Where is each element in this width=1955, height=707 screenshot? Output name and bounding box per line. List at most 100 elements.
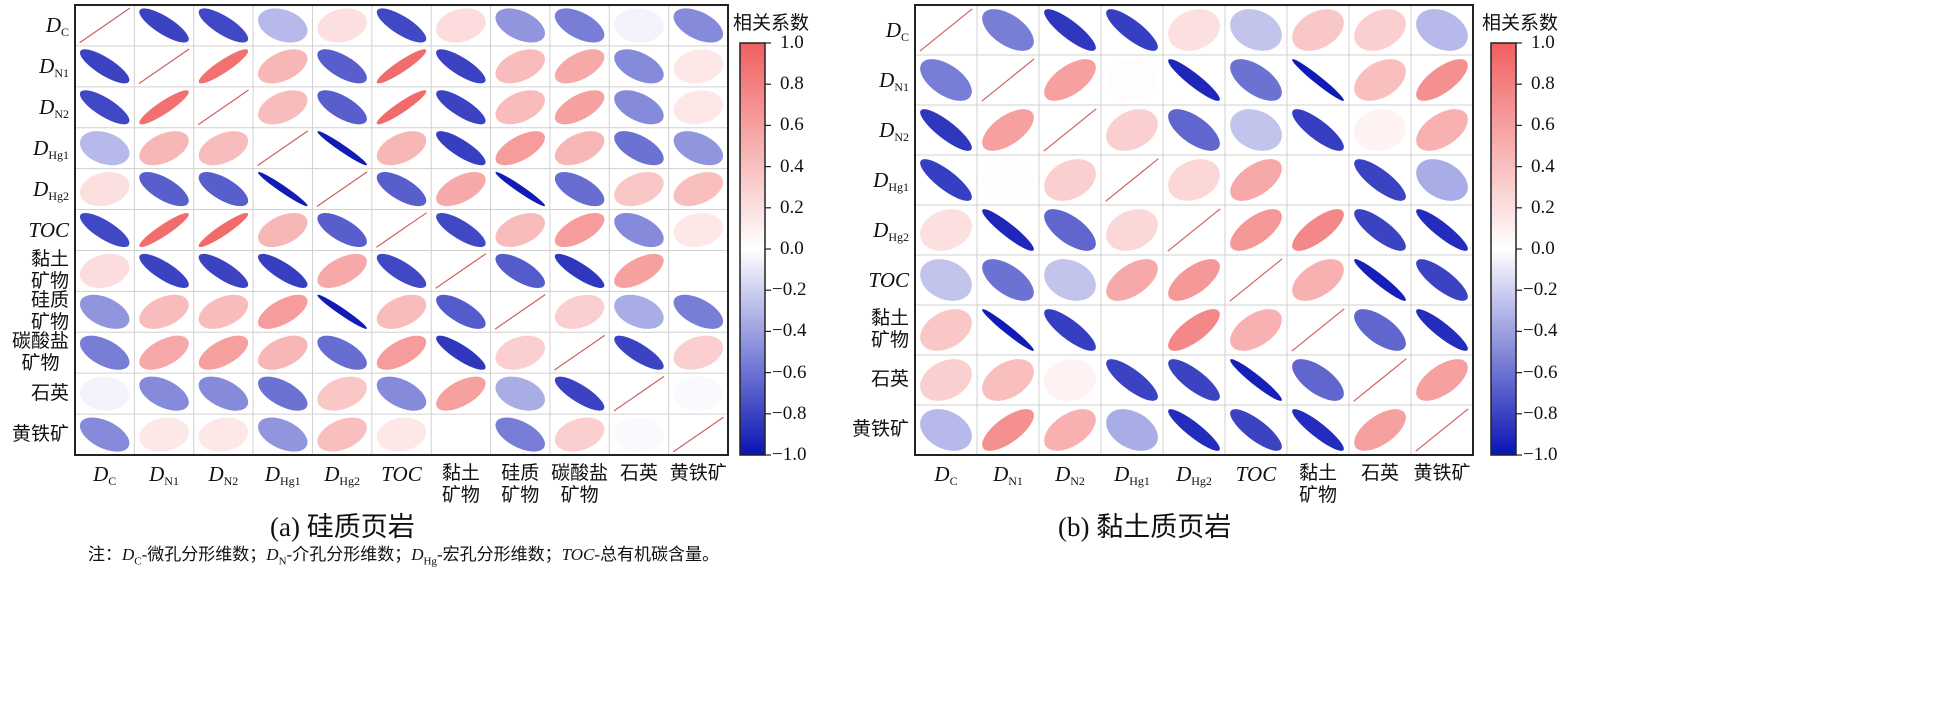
correlation-cell bbox=[495, 417, 545, 452]
correlation-cell bbox=[1230, 159, 1282, 201]
correlation-ellipse bbox=[317, 212, 367, 248]
correlation-ellipse bbox=[1168, 359, 1220, 401]
correlation-ellipse bbox=[79, 49, 130, 84]
correlation-cell bbox=[79, 417, 130, 452]
correlation-cell bbox=[1230, 309, 1282, 351]
colorbar-tick-label: −0.6 bbox=[772, 361, 807, 383]
correlation-cell bbox=[1292, 309, 1344, 351]
row-label: DHg2 bbox=[33, 177, 69, 204]
correlation-ellipse bbox=[1168, 59, 1220, 101]
correlation-ellipse bbox=[198, 253, 249, 288]
correlation-cell bbox=[376, 49, 427, 84]
row-label: 黄铁矿 bbox=[851, 419, 909, 440]
correlation-ellipse bbox=[139, 335, 189, 370]
correlation-cell bbox=[139, 376, 189, 411]
correlation-ellipse bbox=[139, 294, 189, 329]
correlation-ellipse bbox=[198, 417, 249, 452]
caption-a: (a) 硅质页岩 bbox=[270, 512, 415, 542]
correlation-ellipse bbox=[982, 109, 1034, 151]
correlation-ellipse bbox=[258, 172, 308, 207]
correlation-cell bbox=[1106, 309, 1158, 351]
correlation-cell bbox=[1292, 59, 1344, 101]
colorbar-tick-label: 0.6 bbox=[780, 114, 804, 136]
correlation-cell bbox=[495, 90, 545, 125]
correlation-cell bbox=[436, 8, 486, 43]
correlation-cell bbox=[139, 49, 189, 84]
correlation-cell bbox=[79, 335, 130, 370]
correlation-cell bbox=[1292, 259, 1344, 301]
correlation-ellipse bbox=[1044, 409, 1096, 451]
correlation-ellipse bbox=[614, 90, 664, 125]
correlation-cell bbox=[1354, 259, 1406, 301]
correlation-cell bbox=[376, 294, 427, 329]
correlation-cell bbox=[258, 253, 308, 288]
correlation-cell bbox=[198, 49, 249, 84]
correlation-ellipse bbox=[614, 172, 664, 207]
correlation-ellipse bbox=[1106, 109, 1158, 151]
colorbar-tick-label: 0.0 bbox=[1531, 238, 1555, 259]
colorbar-tick-label: 0.0 bbox=[780, 238, 804, 259]
correlation-ellipse bbox=[317, 131, 367, 166]
diagonal-line bbox=[376, 213, 426, 248]
correlation-ellipse bbox=[376, 49, 427, 84]
correlation-ellipse bbox=[1416, 59, 1468, 101]
correlation-cell bbox=[1354, 109, 1406, 151]
correlation-ellipse bbox=[198, 376, 249, 411]
correlation-ellipse bbox=[436, 90, 486, 125]
correlation-ellipse bbox=[198, 335, 249, 370]
colorbar bbox=[1490, 42, 1517, 456]
correlation-ellipse bbox=[554, 8, 605, 43]
correlation-ellipse bbox=[139, 131, 189, 166]
correlation-ellipse bbox=[1044, 59, 1096, 101]
correlation-cell bbox=[495, 172, 545, 207]
correlation-cell bbox=[614, 49, 664, 84]
correlation-cell bbox=[1044, 209, 1096, 251]
correlation-cell bbox=[1354, 359, 1406, 401]
correlation-ellipse bbox=[1168, 259, 1220, 301]
correlation-cell bbox=[1292, 109, 1344, 151]
correlation-ellipse bbox=[139, 8, 189, 43]
correlation-ellipse bbox=[198, 212, 249, 248]
correlation-ellipse bbox=[673, 253, 724, 288]
correlation-ellipse bbox=[614, 8, 664, 43]
correlation-ellipse bbox=[554, 131, 605, 166]
diagonal-line bbox=[1230, 259, 1282, 301]
correlation-cell bbox=[1168, 59, 1220, 101]
correlation-ellipse bbox=[673, 131, 724, 166]
diagonal-line bbox=[614, 376, 664, 411]
correlation-ellipse bbox=[673, 335, 724, 370]
correlation-cell bbox=[317, 294, 367, 329]
correlation-ellipse bbox=[982, 159, 1034, 201]
correlation-ellipse bbox=[495, 90, 545, 125]
colorbar-tick-label: −0.2 bbox=[772, 279, 807, 301]
row-label: 石英 bbox=[30, 382, 69, 404]
correlation-cell bbox=[436, 49, 486, 84]
row-label: DN1 bbox=[879, 68, 909, 94]
colorbar-tick-label: 0.2 bbox=[1531, 196, 1555, 218]
correlation-cell bbox=[1230, 59, 1282, 101]
correlation-ellipse bbox=[436, 212, 486, 248]
correlation-cell bbox=[920, 109, 972, 151]
column-label: DN2 bbox=[1055, 462, 1085, 488]
correlation-cell bbox=[614, 294, 664, 329]
correlation-ellipse bbox=[436, 8, 486, 43]
correlation-cell bbox=[1168, 309, 1220, 351]
correlation-cell bbox=[982, 9, 1034, 51]
correlation-ellipse bbox=[376, 294, 427, 329]
correlation-cell bbox=[376, 213, 426, 248]
correlation-cell bbox=[554, 90, 605, 125]
correlation-cell bbox=[1106, 259, 1158, 301]
correlation-ellipse bbox=[317, 49, 367, 84]
correlation-cell bbox=[673, 172, 724, 207]
correlation-ellipse bbox=[1230, 159, 1282, 201]
correlation-ellipse bbox=[495, 131, 545, 166]
diagonal-line bbox=[920, 9, 972, 51]
plot-frame bbox=[74, 4, 729, 456]
correlation-cell bbox=[436, 131, 486, 166]
column-label: DHg1 bbox=[1114, 462, 1150, 488]
correlation-cell bbox=[79, 49, 130, 84]
correlation-cell bbox=[79, 172, 130, 207]
correlation-cell bbox=[436, 172, 486, 207]
correlation-ellipse bbox=[495, 8, 545, 43]
correlation-cell bbox=[317, 131, 367, 166]
